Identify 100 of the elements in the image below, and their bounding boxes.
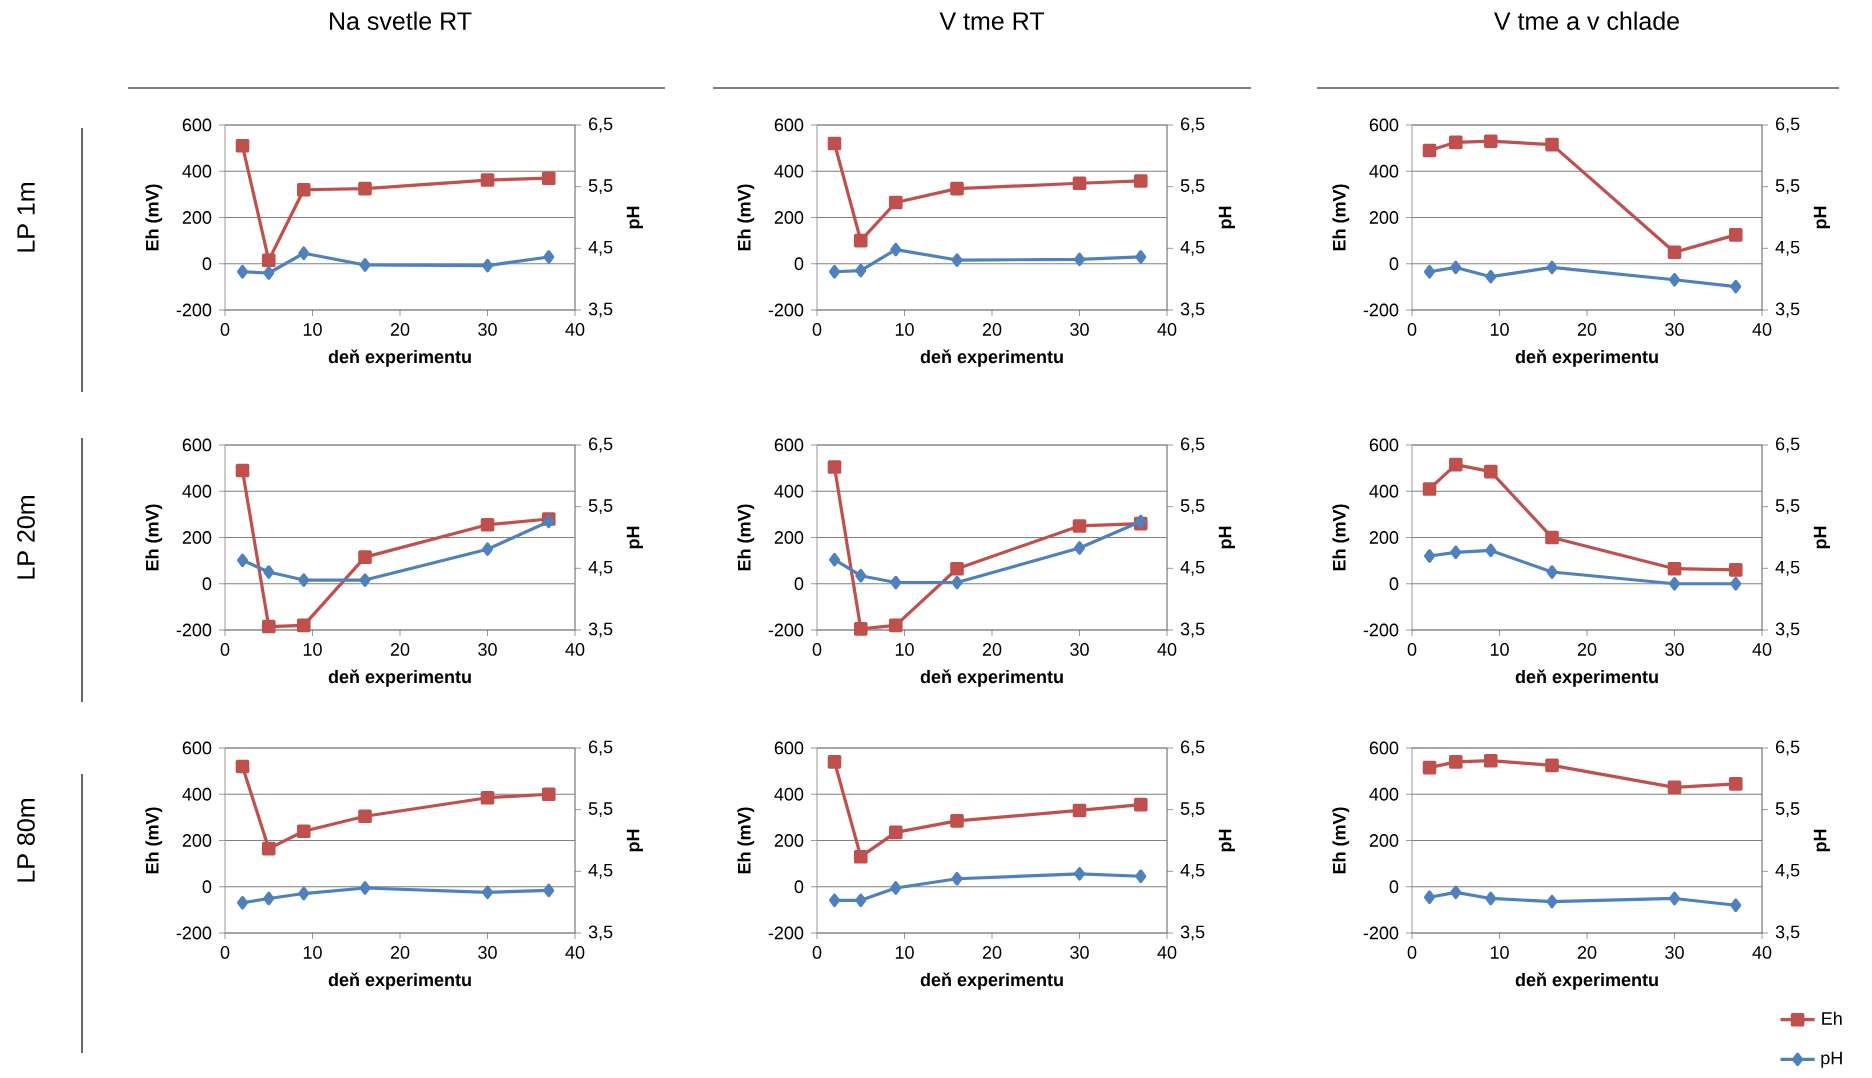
x-tick-label: 0	[220, 323, 230, 336]
x-tick-label: 40	[1157, 323, 1177, 336]
x-tick-label: 20	[1577, 946, 1597, 959]
y-axis-title: Eh (mV)	[737, 184, 755, 251]
x-tick-label: 40	[565, 323, 585, 336]
y2-tick-label: 4,5	[588, 863, 613, 879]
x-tick-label: 10	[895, 323, 914, 336]
y-tick-label: 200	[182, 834, 212, 847]
y-tick-label: 600	[774, 438, 804, 452]
x-tick-label: 0	[1407, 946, 1417, 959]
y-tick-label: 400	[182, 787, 212, 801]
x-tick-label: 40	[1752, 643, 1772, 656]
y2-tick-label: 3,5	[1180, 925, 1205, 941]
y-tick-label: -200	[768, 303, 804, 317]
x-axis-title: deň experimentu	[920, 669, 1063, 687]
y2-tick-label: 5,5	[1180, 179, 1205, 194]
y-tick-label: 600	[182, 741, 212, 755]
y-axis-title: Eh (mV)	[1332, 184, 1350, 251]
y-tick-label: 600	[774, 118, 804, 132]
x-tick-label: 30	[1665, 946, 1684, 959]
y-tick-label: 0	[202, 880, 212, 894]
y-tick-label: -200	[768, 623, 804, 637]
y-axis-title: Eh (mV)	[145, 807, 163, 874]
y-tick-label: 200	[774, 211, 804, 224]
y-tick-label: 600	[182, 118, 212, 132]
y-axis-title: Eh (mV)	[1332, 504, 1350, 571]
y-tick-label: 200	[1369, 211, 1399, 224]
y2-tick-label: 5,5	[588, 499, 613, 514]
y-axis-title: Eh (mV)	[737, 504, 755, 571]
y2-tick-label: 3,5	[1775, 302, 1800, 318]
y-tick-label: 0	[1389, 577, 1399, 591]
y-tick-label: 400	[182, 164, 212, 178]
y2-tick-label: 6,5	[1775, 740, 1800, 756]
y-tick-label: -200	[176, 303, 212, 317]
x-tick-label: 0	[812, 643, 822, 656]
x-tick-label: 30	[478, 643, 497, 656]
x-tick-label: 30	[1070, 946, 1089, 959]
y2-tick-label: 4,5	[1775, 863, 1800, 879]
y2-tick-label: 3,5	[1775, 925, 1800, 941]
x-tick-label: 30	[1665, 323, 1684, 336]
y-tick-label: 400	[1369, 787, 1399, 801]
y2-tick-label: 5,5	[1775, 802, 1800, 817]
legend-label: Eh	[1822, 1011, 1842, 1025]
y-tick-label: 200	[1369, 834, 1399, 847]
y-tick-label: 0	[1389, 257, 1399, 271]
y2-tick-label: 4,5	[1180, 240, 1205, 256]
y2-tick-label: 5,5	[1775, 499, 1800, 514]
y2-axis-title: pH	[1813, 206, 1830, 229]
y2-axis-title: pH	[1218, 829, 1235, 852]
y-axis-title: Eh (mV)	[1332, 807, 1350, 874]
x-axis-title: deň experimentu	[1515, 972, 1658, 990]
x-tick-label: 20	[982, 323, 1002, 336]
y-axis-title: Eh (mV)	[737, 807, 755, 874]
y-tick-label: 600	[774, 741, 804, 755]
y-tick-label: 0	[202, 257, 212, 271]
y-tick-label: 600	[1369, 438, 1399, 452]
x-tick-label: 30	[1665, 643, 1684, 656]
y2-axis-title: pH	[626, 829, 643, 852]
y2-tick-label: 6,5	[588, 740, 613, 756]
x-axis-title: deň experimentu	[328, 349, 471, 367]
text: LP 20m	[17, 496, 35, 579]
x-axis-title: deň experimentu	[1515, 669, 1658, 687]
text: LP 80m	[17, 799, 35, 882]
x-tick-label: 20	[1577, 323, 1597, 336]
x-tick-label: 0	[220, 643, 230, 656]
y2-tick-label: 5,5	[1775, 179, 1800, 194]
x-axis-title: deň experimentu	[328, 669, 471, 687]
x-tick-label: 40	[1157, 946, 1177, 959]
y-tick-label: 400	[774, 787, 804, 801]
y-tick-label: 400	[774, 164, 804, 178]
x-tick-label: 10	[1490, 643, 1509, 656]
y2-tick-label: 6,5	[1180, 117, 1205, 133]
x-tick-label: 10	[895, 946, 914, 959]
y2-tick-label: 6,5	[1180, 740, 1205, 756]
y2-tick-label: 3,5	[1180, 622, 1205, 638]
x-tick-label: 10	[303, 643, 322, 656]
y-tick-label: -200	[1363, 926, 1399, 940]
y2-tick-label: 5,5	[588, 179, 613, 194]
x-axis-title: deň experimentu	[920, 972, 1063, 990]
y2-axis-title: pH	[1813, 829, 1830, 852]
x-tick-label: 0	[1407, 323, 1417, 336]
y-tick-label: 400	[182, 484, 212, 498]
y2-tick-label: 6,5	[588, 117, 613, 133]
y-tick-label: 0	[794, 577, 804, 591]
y-tick-label: -200	[1363, 623, 1399, 637]
x-tick-label: 30	[1070, 323, 1089, 336]
y-tick-label: 0	[794, 257, 804, 271]
y-tick-label: 400	[1369, 164, 1399, 178]
x-tick-label: 20	[1577, 643, 1597, 656]
x-tick-label: 0	[220, 946, 230, 959]
chart-title: V tme RT	[939, 12, 1045, 30]
y-tick-label: 0	[794, 880, 804, 894]
x-tick-label: 20	[390, 946, 410, 959]
x-axis-title: deň experimentu	[328, 972, 471, 990]
y-tick-label: 200	[182, 211, 212, 224]
y2-axis-title: pH	[626, 206, 643, 229]
y2-tick-label: 3,5	[1775, 622, 1800, 638]
text: LP 1m	[17, 183, 35, 252]
y-tick-label: 600	[182, 438, 212, 452]
y-tick-label: -200	[1363, 303, 1399, 317]
